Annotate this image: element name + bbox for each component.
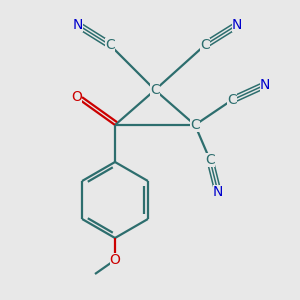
Text: N: N (260, 78, 270, 92)
Text: C: C (105, 38, 115, 52)
Text: O: O (110, 253, 120, 267)
Text: C: C (227, 93, 237, 107)
Text: C: C (150, 83, 160, 97)
Text: C: C (200, 38, 210, 52)
Text: O: O (72, 90, 83, 104)
Text: N: N (213, 185, 223, 199)
Text: C: C (190, 118, 200, 132)
Text: N: N (232, 18, 242, 32)
Text: C: C (205, 153, 215, 167)
Text: N: N (73, 18, 83, 32)
